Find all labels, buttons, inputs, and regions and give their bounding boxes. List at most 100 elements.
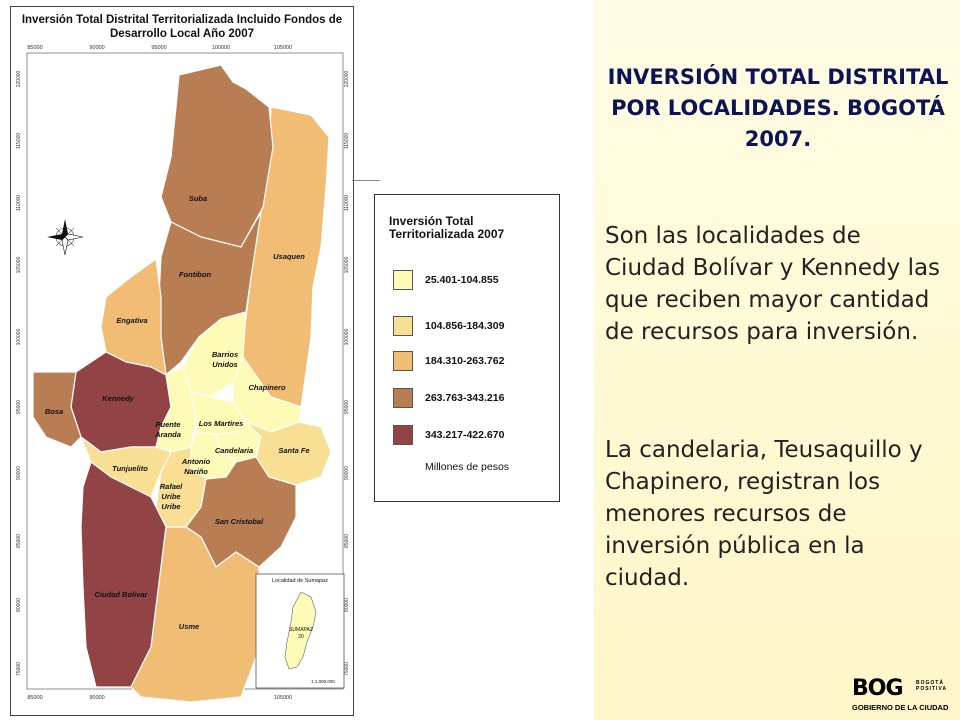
y-tick-right-4: 105000 <box>344 256 350 273</box>
legend-item-5: 343.217-422.670 <box>393 424 504 446</box>
y-tick-right-9: 80000 <box>344 598 350 612</box>
label-narino: Nariño <box>184 467 208 476</box>
label-uribe-2: Uribe <box>161 502 180 511</box>
label-usme: Usme <box>179 622 199 631</box>
locality-santa-fe <box>245 421 332 486</box>
logo-subtitle: GOBIERNO DE LA CIUDAD <box>852 703 949 712</box>
x-tick-bottom-1: 85000 <box>27 695 42 701</box>
inset-scale: 1:1.000.000 <box>311 679 335 684</box>
map-title-line-1: Inversión Total Distrital Territorializa… <box>21 14 343 26</box>
x-tick-bottom-2: 90000 <box>89 695 104 701</box>
legend-label-3: 184.310-263.762 <box>425 355 505 367</box>
y-tick-right-7: 90000 <box>344 466 350 480</box>
legend-swatch-4 <box>393 388 413 408</box>
legend-title: Inversión Total Territorializada 2007 <box>389 215 549 241</box>
label-suba: Suba <box>189 194 207 203</box>
y-tick-right-5: 100000 <box>344 328 350 345</box>
x-tick-top-3: 95000 <box>151 45 166 51</box>
y-tick-left-6: 95000 <box>16 400 22 414</box>
inset-label-sumapaz: SUMAPAZ <box>289 627 313 633</box>
map-title: Inversión Total Distrital Territorializa… <box>11 13 353 41</box>
inset-label-number: 20 <box>298 634 304 640</box>
y-tick-left-7: 90000 <box>16 466 22 480</box>
label-unidos: Unidos <box>212 360 237 369</box>
logo-tagline: BOGOTÁ POSITIVA <box>916 680 947 692</box>
legend-unit: Millones de pesos <box>425 461 510 473</box>
label-san-cristobal: San Cristobal <box>215 517 264 526</box>
divider-mark <box>352 180 380 181</box>
label-tunjuelito: Tunjuelito <box>112 464 148 473</box>
y-tick-left-8: 85000 <box>16 534 22 548</box>
legend-label-1: 25.401-104.855 <box>425 274 499 286</box>
legend-item-4: 263.763-343.216 <box>393 387 504 409</box>
locality-map: 85000 90000 95000 100000 105000 85000 90… <box>16 45 350 703</box>
slide-title: INVERSIÓN TOTAL DISTRITAL POR LOCALIDADE… <box>596 62 960 155</box>
map-panel: Inversión Total Distrital Territorializa… <box>10 6 354 716</box>
map-title-line-2: Desarrollo Local Año 2007 <box>109 28 254 40</box>
legend-swatch-3 <box>393 351 413 371</box>
label-santa-fe: Santa Fe <box>278 446 309 455</box>
y-tick-left-10: 75000 <box>16 662 22 676</box>
label-usaquen: Usaquen <box>273 252 305 261</box>
bogota-logo: BOG BOGOTÁ POSITIVA GOBIERNO DE LA CIUDA… <box>850 677 954 717</box>
paragraph-2: La candelaria, Teusaquillo y Chapinero, … <box>605 437 923 591</box>
label-ciudad-bolivar: Ciudad Bolivar <box>95 590 149 599</box>
locality-usme <box>130 526 262 703</box>
inset-title: Localidad de Sumapaz <box>272 578 328 584</box>
label-uribe-1: Uribe <box>161 492 180 501</box>
label-barrios: Barrios <box>212 350 238 359</box>
legend-swatch-1 <box>393 270 413 290</box>
x-tick-bottom-5: 105000 <box>274 695 292 701</box>
label-bosa: Bosa <box>45 407 63 416</box>
label-puente: Puente <box>155 420 180 429</box>
y-tick-left-3: 110000 <box>16 195 22 212</box>
slide-title-line-3: 2007. <box>744 127 812 151</box>
legend-title-line-2: Territorializada 2007 <box>389 227 505 241</box>
label-kennedy: Kennedy <box>102 394 135 403</box>
sumapaz-shape <box>284 591 317 670</box>
y-tick-right-8: 85000 <box>344 534 350 548</box>
legend-label-5: 343.217-422.670 <box>425 429 505 441</box>
y-tick-right-1: 120000 <box>344 70 350 87</box>
paragraph-1: Son las localidades de Ciudad Bolívar y … <box>605 223 941 345</box>
y-tick-right-2: 115000 <box>344 133 350 150</box>
compass-rose-icon <box>47 219 84 256</box>
legend-swatch-2 <box>393 316 413 336</box>
y-tick-right-6: 95000 <box>344 400 350 414</box>
y-tick-left-9: 80000 <box>16 598 22 612</box>
text-panel <box>594 0 960 720</box>
y-tick-left-2: 115000 <box>16 133 22 150</box>
x-tick-top-5: 105000 <box>274 45 292 51</box>
label-rafael: Rafael <box>160 482 183 491</box>
label-engativa: Engativa <box>116 316 147 325</box>
y-tick-right-3: 110000 <box>344 195 350 212</box>
y-tick-right-10: 75000 <box>344 662 350 676</box>
legend-title-line-1: Inversión Total <box>389 214 474 228</box>
label-los-martires: Los Martires <box>199 419 244 428</box>
logo-tagline-1: BOGOTÁ <box>916 680 944 686</box>
logo-tagline-2: POSITIVA <box>916 686 947 692</box>
label-antonio: Antonio <box>181 457 211 466</box>
x-tick-top-4: 100000 <box>212 45 230 51</box>
label-candelaria: Candelaria <box>215 446 253 455</box>
sumapaz-inset: Localidad de Sumapaz SUMAPAZ 20 1:1.000.… <box>255 573 345 689</box>
legend-item-2: 104.856-184.309 <box>393 315 504 337</box>
slide-title-line-1: INVERSIÓN TOTAL DISTRITAL <box>607 65 949 89</box>
y-tick-left-4: 105000 <box>16 256 22 273</box>
legend-swatch-5 <box>393 425 413 445</box>
map-legend: Inversión Total Territorializada 2007 25… <box>374 194 560 502</box>
locality-bosa <box>32 371 82 448</box>
y-tick-left-5: 100000 <box>16 328 22 345</box>
legend-label-2: 104.856-184.309 <box>425 320 505 332</box>
x-tick-top-1: 85000 <box>27 45 42 51</box>
label-aranda: Aranda <box>154 430 181 439</box>
logo-mark: BOG <box>852 676 904 701</box>
legend-label-4: 263.763-343.216 <box>425 392 505 404</box>
slide-title-line-2: POR LOCALIDADES. BOGOTÁ <box>611 96 945 120</box>
x-tick-top-2: 90000 <box>89 45 104 51</box>
legend-item-1: 25.401-104.855 <box>393 269 499 291</box>
legend-item-3: 184.310-263.762 <box>393 350 504 372</box>
label-chapinero: Chapinero <box>248 383 286 392</box>
label-fontibon: Fontibon <box>179 270 211 279</box>
